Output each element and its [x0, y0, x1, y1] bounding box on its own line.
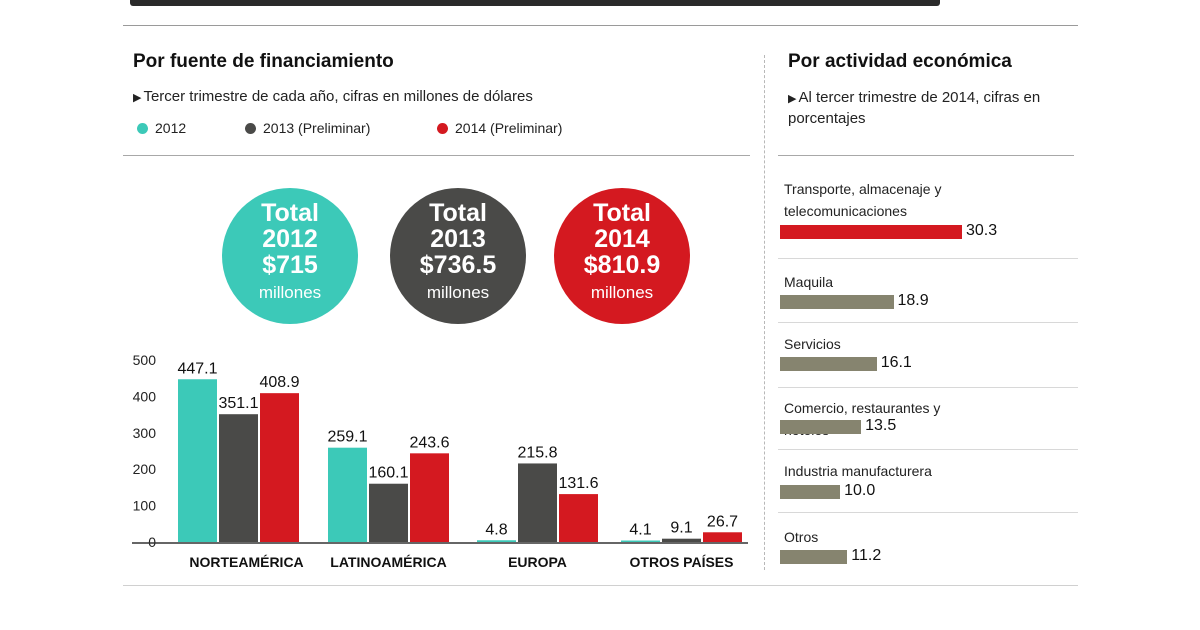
activity-label: Industria manufacturera: [784, 463, 932, 479]
bar: [559, 494, 598, 542]
total-year: 2013: [430, 225, 486, 253]
legend-item-2013: 2013 (Preliminar): [245, 120, 370, 136]
bar-value-label: 26.7: [707, 513, 738, 530]
total-word: Total: [261, 199, 319, 227]
activity-value-label: 18.9: [897, 292, 929, 309]
bar: [518, 463, 557, 542]
arrow-right-icon: ▶: [788, 93, 797, 105]
activity-value-label: 10.0: [844, 482, 876, 499]
bar-value-label: 4.1: [629, 522, 651, 539]
y-tick-label: 500: [133, 352, 157, 368]
activity-bar: [780, 225, 962, 239]
y-tick-label: 100: [133, 498, 157, 514]
activity-row-divider: [778, 258, 1078, 259]
bar-value-label: 243.6: [409, 434, 449, 451]
right-header-divider: [778, 155, 1074, 156]
bar-value-label: 215.8: [517, 444, 557, 461]
total-amount: $736.5: [419, 251, 497, 279]
x-category-label: LATINOAMÉRICA: [330, 554, 446, 570]
right-panel-subtitle-text: Al tercer trimestre de 2014, cifras en p…: [788, 89, 1041, 127]
activity-label: Otros: [784, 529, 819, 545]
y-tick-label: 400: [133, 388, 157, 404]
total-2012-circle: Total 2012 $715 millones: [222, 188, 358, 324]
activity-bar: [780, 550, 848, 564]
bar: [621, 540, 660, 542]
bar: [477, 540, 516, 542]
left-bottom-divider: [123, 585, 1078, 586]
bar-value-label: 160.1: [368, 465, 408, 482]
x-category-label: EUROPA: [508, 554, 567, 570]
activity-row-divider: [778, 449, 1078, 450]
x-category-label: NORTEAMÉRICA: [189, 554, 303, 570]
left-panel-subtitle-text: Tercer trimestre de cada año, cifras en …: [143, 88, 533, 105]
total-year: 2014: [594, 225, 650, 253]
total-word: Total: [593, 199, 651, 227]
total-amount: $715: [262, 251, 318, 279]
activity-label: Maquila: [784, 274, 834, 290]
bar-value-label: 408.9: [259, 374, 299, 391]
total-unit: millones: [258, 283, 322, 302]
legend-dot-icon: [137, 123, 148, 134]
bar-value-label: 351.1: [218, 395, 258, 412]
legend-label: 2012: [155, 120, 187, 136]
activity-row-divider: [778, 322, 1078, 323]
legend-label: 2014 (Preliminar): [455, 120, 563, 136]
x-category-label: OTROS PAÍSES: [630, 554, 734, 570]
bar-value-label: 259.1: [327, 429, 367, 446]
total-unit: millones: [590, 283, 654, 302]
top-divider: [123, 25, 1078, 26]
bar: [369, 483, 408, 542]
total-year: 2012: [262, 225, 318, 253]
bar-value-label: 4.8: [485, 521, 507, 538]
activity-row-divider: [778, 512, 1078, 513]
total-2014-circle: Total 2014 $810.9 millones: [554, 188, 690, 324]
total-unit: millones: [426, 283, 490, 302]
legend-item-2012: 2012: [137, 120, 186, 136]
legend-dot-icon: [437, 123, 448, 134]
activity-value-label: 13.5: [865, 417, 897, 434]
right-panel-title: Por actividad económica: [788, 51, 1012, 72]
activity-label: Servicios: [784, 336, 841, 352]
arrow-right-icon: ▶: [133, 92, 142, 104]
y-tick-label: 300: [133, 425, 157, 441]
activity-bar: [780, 485, 841, 499]
bar: [219, 414, 258, 542]
bar-value-label: 9.1: [670, 520, 692, 537]
clipped-headline-bar: [130, 0, 940, 6]
bar-value-label: 447.1: [177, 360, 217, 377]
bar: [703, 532, 742, 542]
bar: [662, 538, 701, 542]
bar: [260, 393, 299, 542]
activity-bar: [780, 357, 877, 371]
total-word: Total: [429, 199, 487, 227]
total-amount: $810.9: [583, 251, 661, 279]
bar: [328, 447, 367, 542]
left-legend-divider: [123, 155, 750, 156]
panel-divider: [764, 55, 765, 570]
activity-value-label: 11.2: [851, 547, 882, 564]
activity-bar: [780, 295, 894, 309]
legend-label: 2013 (Preliminar): [263, 120, 371, 136]
legend-item-2014: 2014 (Preliminar): [437, 120, 562, 136]
total-2013-circle: Total 2013 $736.5 millones: [390, 188, 526, 324]
right-panel-subtitle: ▶ Al tercer trimestre de 2014, cifras en …: [788, 88, 1063, 129]
legend-dot-icon: [245, 123, 256, 134]
bar-value-label: 131.6: [558, 475, 598, 492]
bar: [410, 453, 449, 542]
left-panel-subtitle: ▶ Tercer trimestre de cada año, cifras en…: [133, 87, 733, 108]
bar: [178, 379, 217, 542]
activity-row-divider: [778, 387, 1078, 388]
y-tick-label: 0: [148, 534, 156, 550]
activity-bar: [780, 420, 862, 434]
left-panel-title: Por fuente de financiamiento: [133, 51, 394, 72]
activity-value-label: 30.3: [966, 222, 998, 239]
activity-value-label: 16.1: [880, 354, 912, 371]
y-tick-label: 200: [133, 461, 157, 477]
activity-label: Transporte, almacenaje y telecomunicacio…: [784, 181, 942, 219]
